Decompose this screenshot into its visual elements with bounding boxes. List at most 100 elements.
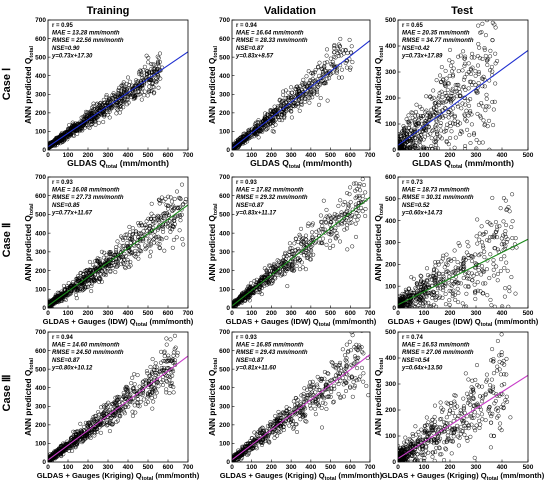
scatter-point — [309, 244, 314, 249]
scatter-point — [312, 90, 317, 95]
y-tick-label: 200 — [219, 268, 230, 275]
scatter-point — [152, 220, 157, 225]
scatter-point — [414, 140, 419, 146]
scatter-point — [503, 198, 508, 203]
scatter-point — [138, 221, 143, 226]
scatter-point — [347, 57, 352, 62]
scatter-point — [161, 215, 166, 221]
scatter-point — [478, 289, 483, 294]
scatter-point — [419, 284, 424, 289]
scatter-point — [140, 76, 145, 81]
scatter-point — [152, 229, 158, 234]
scatter-point — [114, 249, 119, 255]
scatter-point — [485, 57, 490, 63]
scatter-point — [247, 289, 252, 294]
scatter-point — [460, 301, 465, 306]
scatter-point — [296, 94, 301, 99]
scatter-point — [168, 223, 173, 228]
scatter-point — [490, 38, 495, 43]
scatter-point — [426, 146, 431, 150]
scatter-point — [166, 194, 171, 199]
scatter-point — [476, 81, 481, 86]
scatter-point — [471, 132, 477, 137]
scatter-point — [306, 69, 311, 74]
scatter-point — [240, 291, 245, 296]
scatter-point — [347, 67, 353, 72]
stats-line: NSE=0.90 — [52, 46, 80, 52]
scatter-point — [425, 133, 430, 138]
scatter-point — [484, 96, 489, 101]
scatter-point — [510, 236, 515, 241]
x-tick-label: 600 — [163, 310, 174, 317]
scatter-point — [345, 223, 350, 228]
scatter-point — [168, 195, 173, 200]
scatter-point — [461, 77, 467, 82]
scatter-point — [81, 114, 86, 119]
scatter-point — [473, 296, 478, 302]
y-axis-label-sub: total — [379, 203, 385, 215]
scatter-point — [482, 249, 487, 254]
scatter-point — [483, 230, 488, 235]
scatter-point — [419, 130, 424, 135]
scatter-point — [491, 107, 496, 112]
scatter-point — [474, 263, 479, 268]
y-tick-label: 500 — [219, 212, 230, 219]
scatter-point — [143, 223, 148, 228]
scatter-point — [132, 382, 137, 387]
scatter-point — [463, 87, 468, 92]
scatter-point — [248, 290, 253, 295]
scatter-point — [462, 61, 468, 66]
plot-frame — [231, 19, 371, 151]
scatter-point — [171, 224, 176, 229]
scatter-point — [62, 288, 68, 293]
scatter-point — [480, 140, 485, 145]
x-tick-label: 0 — [230, 310, 234, 317]
scatter-point — [301, 89, 306, 94]
scatter-point — [320, 67, 325, 72]
scatter-point — [124, 387, 129, 392]
scatter-point — [322, 68, 327, 73]
x-tick-label: 200 — [445, 310, 456, 317]
scatter-point — [165, 224, 170, 229]
scatter-point — [123, 266, 128, 271]
stats-line: RMSE = 34.77 mm/month — [402, 38, 474, 44]
x-axis-label-unit: (mm/month) — [147, 317, 193, 326]
scatter-point — [428, 114, 433, 119]
scatter-point — [433, 100, 438, 105]
scatter-point — [479, 272, 484, 277]
scatter-point — [300, 265, 305, 270]
scatter-point — [104, 265, 109, 271]
scatter-point — [491, 273, 496, 278]
scatter-point — [136, 221, 141, 226]
scatter-point — [334, 70, 339, 75]
scatter-point — [348, 185, 353, 190]
scatter-point — [421, 295, 426, 300]
scatter-point — [442, 82, 447, 87]
scatter-point — [450, 291, 456, 296]
scatter-point — [498, 206, 503, 211]
scatter-point — [179, 212, 184, 217]
scatter-point — [265, 126, 270, 131]
scatter-point — [140, 393, 145, 398]
x-tick-label: 300 — [286, 310, 297, 317]
scatter-point — [509, 225, 514, 230]
scatter-point — [435, 132, 440, 137]
scatter-point — [96, 120, 101, 125]
scatter-panels: 0 100 200 300 400 500 600 700010020030040050060… — [23, 17, 545, 482]
scatter-point — [106, 257, 111, 262]
scatter-point — [164, 336, 169, 341]
x-axis-label-sub: total — [451, 164, 463, 170]
scatter-point — [138, 231, 143, 236]
scatter-point — [281, 263, 286, 268]
scatter-point — [94, 258, 99, 264]
scatter-point — [470, 51, 475, 56]
y-tick-label: 300 — [35, 249, 46, 256]
scatter-point — [257, 287, 262, 292]
scatter-point — [473, 73, 478, 78]
scatter-point — [157, 219, 162, 224]
scatter-point — [476, 267, 481, 273]
scatter-point — [471, 131, 477, 136]
scatter-point — [102, 250, 107, 255]
